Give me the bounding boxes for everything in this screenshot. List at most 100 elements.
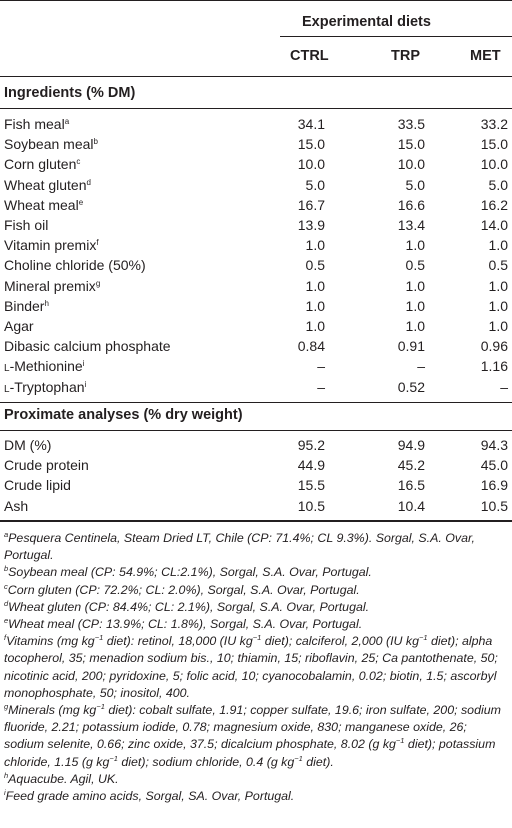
row-label: Vitamin premixf bbox=[4, 237, 99, 254]
table-row: l-Methioninei – – 1.16 bbox=[0, 358, 512, 378]
cell-met: 10.0 bbox=[480, 156, 508, 173]
row-label: Fish meala bbox=[4, 116, 70, 132]
cell-ctrl: 10.0 bbox=[297, 156, 325, 173]
cell-met: 15.0 bbox=[480, 136, 508, 153]
table-row: Dibasic calcium phosphate 0.84 0.91 0.96 bbox=[0, 338, 512, 358]
cell-ctrl: – bbox=[317, 358, 325, 375]
table-row: Mineral premixg 1.0 1.0 1.0 bbox=[0, 278, 512, 298]
row-label: l-Tryptophani bbox=[4, 378, 87, 395]
cell-trp: 16.6 bbox=[397, 196, 425, 213]
cell-ctrl: 44.9 bbox=[297, 457, 325, 474]
ingredients-rule bbox=[0, 108, 512, 109]
cell-met: 1.0 bbox=[488, 318, 508, 334]
table-bottom-rule bbox=[0, 520, 512, 522]
row-label: Crude protein bbox=[4, 457, 89, 474]
cell-ctrl: 1.0 bbox=[305, 318, 325, 334]
cell-ctrl: 95.2 bbox=[297, 437, 325, 453]
footnotes: aPesquera Centinela, Steam Dried LT, Chi… bbox=[4, 530, 504, 805]
cell-ctrl: 0.84 bbox=[297, 338, 325, 355]
footnote-i: iFeed grade amino acids, Sorgal, SA. Ova… bbox=[4, 788, 295, 804]
table-row: Wheat glutend 5.0 5.0 5.0 bbox=[0, 177, 512, 197]
cell-ctrl: 1.0 bbox=[305, 237, 325, 254]
row-label: Agar bbox=[4, 318, 34, 334]
table-row: Fish oil 13.9 13.4 14.0 bbox=[0, 217, 512, 237]
cell-ctrl: 15.0 bbox=[297, 136, 325, 153]
cell-ctrl: 34.1 bbox=[297, 116, 325, 132]
cell-ctrl: 1.0 bbox=[305, 277, 325, 294]
table-row: Fish meala 34.1 33.5 33.2 bbox=[0, 116, 512, 136]
cell-ctrl: 5.0 bbox=[305, 176, 325, 193]
table-row: Vitamin premixf 1.0 1.0 1.0 bbox=[0, 237, 512, 257]
experimental-diets-label: Experimental diets bbox=[302, 14, 431, 30]
cell-met: 1.0 bbox=[488, 277, 508, 294]
table-row: DM (%) 95.2 94.9 94.3 bbox=[0, 437, 512, 457]
cell-trp: 1.0 bbox=[405, 237, 425, 254]
cell-trp: 16.5 bbox=[397, 477, 425, 494]
header-rule bbox=[0, 76, 512, 77]
cell-trp: 10.0 bbox=[397, 156, 425, 173]
row-label: Choline chloride (50%) bbox=[4, 257, 146, 274]
table-row: Wheat meale 16.7 16.6 16.2 bbox=[0, 197, 512, 217]
row-label: Fish oil bbox=[4, 217, 49, 233]
cell-met: 0.5 bbox=[488, 257, 508, 274]
cell-met: 10.5 bbox=[480, 497, 508, 514]
cell-ctrl: 13.9 bbox=[297, 217, 325, 233]
table-row: Crude lipid 15.5 16.5 16.9 bbox=[0, 477, 512, 497]
cell-trp: 10.4 bbox=[397, 497, 425, 514]
cell-trp: 1.0 bbox=[405, 277, 425, 294]
row-label: Wheat glutend bbox=[4, 176, 91, 193]
cell-met: 1.0 bbox=[488, 297, 508, 314]
cell-met: 16.9 bbox=[480, 477, 508, 494]
column-header-met: MET bbox=[470, 48, 501, 64]
cell-trp: 1.0 bbox=[405, 297, 425, 314]
footnote-e: eWheat meal (CP: 13.9%; CL: 1.8%), Sorga… bbox=[4, 616, 363, 632]
footnote-c: cCorn gluten (CP: 72.2%; CL: 2.0%), Sorg… bbox=[4, 581, 360, 597]
ingredients-section-title: Ingredients (% DM) bbox=[4, 85, 136, 101]
table-row: Binderh 1.0 1.0 1.0 bbox=[0, 298, 512, 318]
cell-met: 0.96 bbox=[480, 338, 508, 355]
cell-ctrl: 0.5 bbox=[305, 257, 325, 274]
cell-ctrl: 16.7 bbox=[297, 196, 325, 213]
row-label: DM (%) bbox=[4, 437, 52, 453]
table-row: Choline chloride (50%) 0.5 0.5 0.5 bbox=[0, 257, 512, 277]
cell-ctrl: 10.5 bbox=[297, 497, 325, 514]
footnote-a: aPesquera Centinela, Steam Dried LT, Chi… bbox=[4, 530, 475, 563]
row-label: Crude lipid bbox=[4, 477, 71, 494]
row-label: Binderh bbox=[4, 297, 49, 314]
cell-trp: 0.5 bbox=[405, 257, 425, 274]
cell-trp: 5.0 bbox=[405, 176, 425, 193]
column-group-header: Experimental diets bbox=[0, 12, 512, 34]
cell-met: – bbox=[500, 378, 508, 395]
cell-ctrl: 15.5 bbox=[297, 477, 325, 494]
footnote-g: gMinerals (mg kg−1 diet): cobalt sulfate… bbox=[4, 702, 501, 769]
cell-met: 1.0 bbox=[488, 237, 508, 254]
proximate-top-rule bbox=[0, 402, 512, 403]
footnote-d: dWheat gluten (CP: 84.4%; CL: 2.1%), Sor… bbox=[4, 598, 370, 614]
row-label: Corn glutenc bbox=[4, 156, 81, 173]
cell-trp: 13.4 bbox=[397, 217, 425, 233]
column-header-trp: TRP bbox=[391, 48, 420, 64]
cell-met: 94.3 bbox=[480, 437, 508, 453]
table-row: Crude protein 44.9 45.2 45.0 bbox=[0, 457, 512, 477]
table-row: l-Tryptophani – 0.52 – bbox=[0, 379, 512, 399]
column-group-underline bbox=[280, 36, 512, 37]
cell-trp: 1.0 bbox=[405, 318, 425, 334]
cell-met: 14.0 bbox=[480, 217, 508, 233]
cell-met: 33.2 bbox=[480, 116, 508, 132]
table-row: Ash 10.5 10.4 10.5 bbox=[0, 498, 512, 518]
cell-trp: – bbox=[417, 358, 425, 375]
table-top-rule bbox=[0, 0, 512, 1]
cell-trp: 15.0 bbox=[397, 136, 425, 153]
row-label: Ash bbox=[4, 497, 29, 514]
cell-ctrl: – bbox=[317, 378, 325, 395]
row-label: l-Methioninei bbox=[4, 358, 85, 375]
cell-trp: 33.5 bbox=[397, 116, 425, 132]
proximate-rule bbox=[0, 430, 512, 431]
column-header-ctrl: CTRL bbox=[290, 48, 329, 64]
table-row: Agar 1.0 1.0 1.0 bbox=[0, 318, 512, 338]
row-label: Soybean mealb bbox=[4, 136, 98, 153]
cell-met: 1.16 bbox=[480, 358, 508, 375]
footnote-b: bSoybean meal (CP: 54.9%; CL:2.1%), Sorg… bbox=[4, 564, 372, 580]
cell-ctrl: 1.0 bbox=[305, 297, 325, 314]
